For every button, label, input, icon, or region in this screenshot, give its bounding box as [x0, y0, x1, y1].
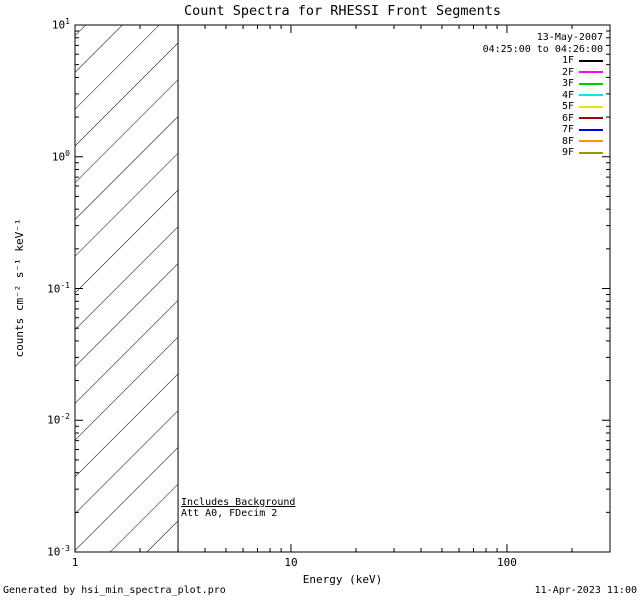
legend-color-line: [579, 140, 603, 143]
observation-time-range: 04:25:00 to 04:26:00: [482, 43, 603, 55]
annotation-attenuator-state: Att A0, FDecim 2: [181, 508, 278, 519]
plot-timestamp: 11-Apr-2023 11:00: [534, 585, 637, 596]
legend-label: 2F: [561, 66, 574, 78]
legend-color-line: [579, 94, 603, 97]
legend-item-1F: 1F: [483, 55, 603, 67]
legend-label: 1F: [561, 55, 574, 66]
y-tick-label: 10-2: [47, 412, 70, 427]
x-tick-label: 100: [497, 556, 517, 569]
legend-label: 3F: [561, 78, 574, 89]
legend-color-line: [579, 117, 603, 120]
legend-items: 1F 2F 3F 4F 5F 6F 7F 8F 9F: [483, 55, 603, 159]
y-tick-label: 101: [51, 17, 70, 32]
legend-label: 6F: [561, 112, 574, 124]
legend-color-line: [579, 105, 603, 108]
annotation-includes-background: Includes Background: [181, 497, 296, 508]
legend-color-line: [579, 71, 603, 74]
legend: 13-May-2007 04:25:00 to 04:26:00 1F 2F 3F 4…: [483, 32, 603, 159]
legend-item-5F: 5F: [483, 101, 603, 113]
chart-title: Count Spectra for RHESSI Front Segments: [184, 3, 501, 19]
x-axis-label: Energy (keV): [302, 573, 383, 586]
generated-by-text: Generated by hsi_min_spectra_plot.pro: [3, 585, 226, 596]
legend-item-4F: 4F: [483, 90, 603, 102]
y-tick-label: 10-3: [47, 544, 70, 559]
legend-color-line: [579, 59, 603, 62]
legend-label: 7F: [561, 124, 574, 135]
legend-label: 4F: [561, 89, 574, 101]
legend-color-line: [579, 82, 603, 85]
legend-item-9F: 9F: [483, 147, 603, 159]
legend-label: 8F: [561, 135, 574, 147]
y-axis-label: counts cm⁻² s⁻¹ keV⁻¹: [13, 218, 26, 358]
hatched-no-data-region: [75, 25, 179, 552]
legend-item-7F: 7F: [483, 124, 603, 136]
chart-layer: [74, 24, 611, 553]
y-tick-label: 10-1: [47, 280, 70, 296]
legend-color-line: [579, 128, 603, 131]
legend-item-3F: 3F: [483, 78, 603, 90]
legend-color-line: [579, 151, 603, 154]
legend-item-6F: 6F: [483, 113, 603, 125]
x-tick-label: 10: [284, 556, 298, 569]
x-tick-label: 1: [71, 556, 79, 569]
legend-item-8F: 8F: [483, 136, 603, 148]
y-tick-label: 100: [51, 148, 70, 164]
legend-label: 5F: [561, 101, 574, 112]
legend-item-2F: 2F: [483, 67, 603, 79]
legend-label: 9F: [561, 147, 574, 158]
observation-date: 13-May-2007: [536, 32, 603, 43]
